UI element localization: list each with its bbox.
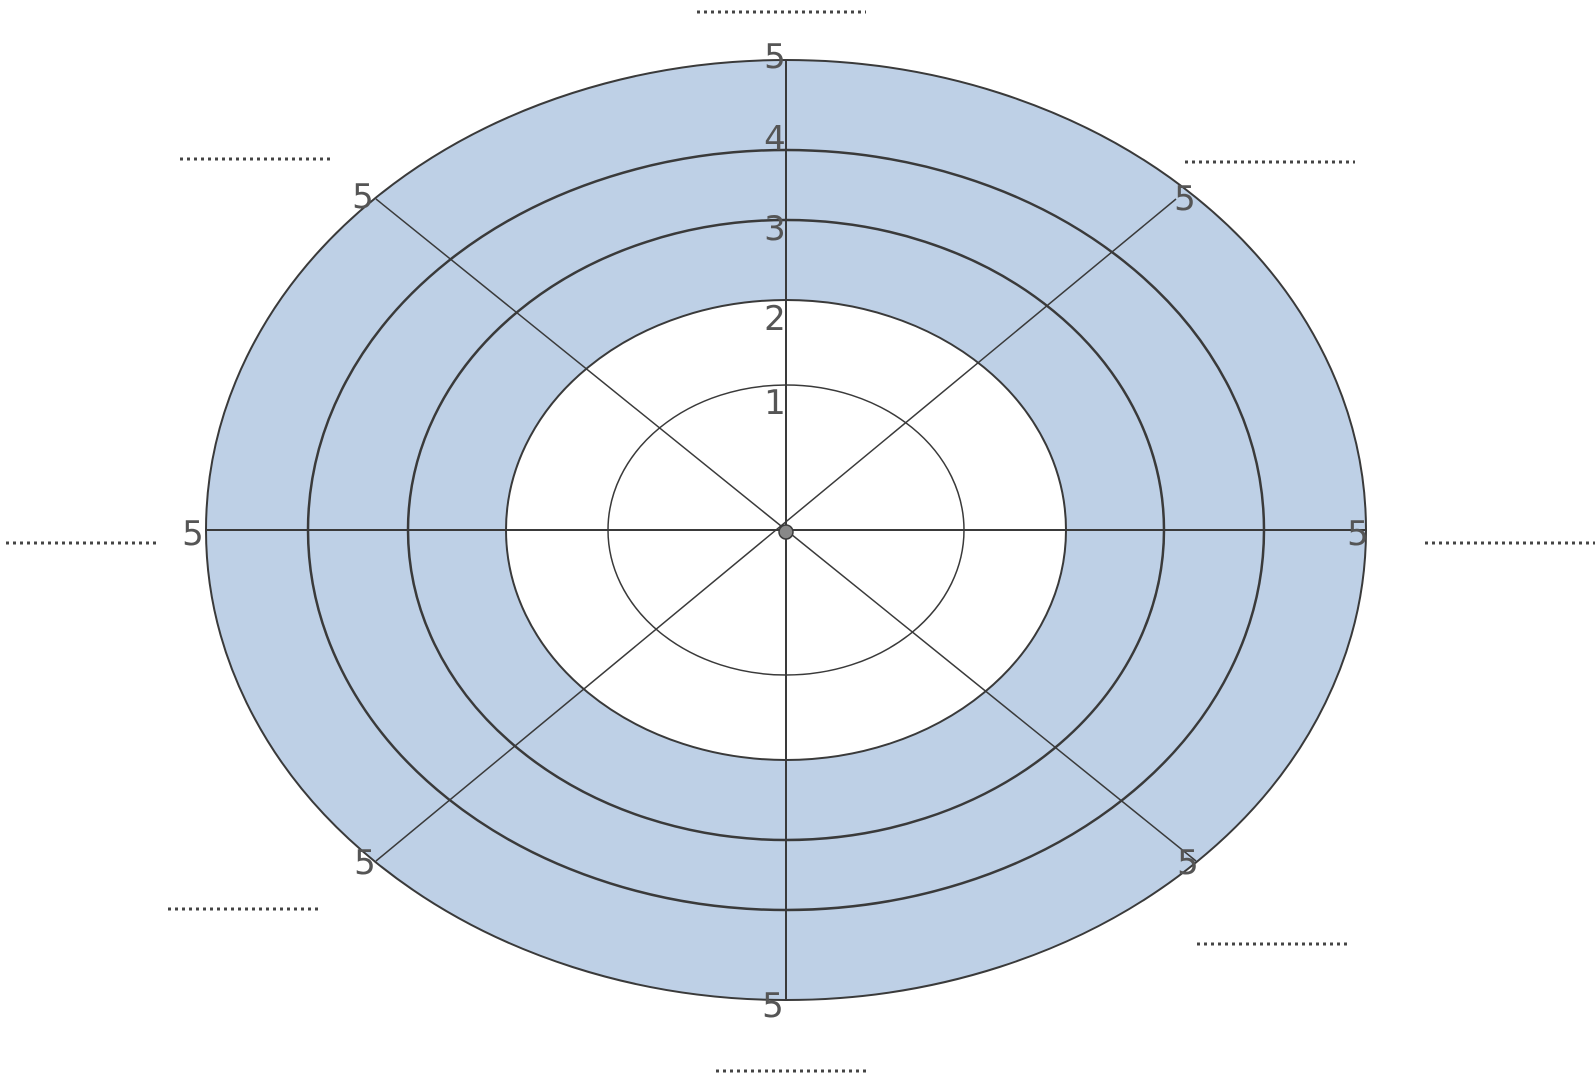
spoke-end-label-bottom-right: 5 [1177,843,1199,883]
spoke-end-label-top-left: 5 [352,177,374,217]
spoke-end-label-left: 5 [182,514,204,554]
spoke-end-label-top-right: 5 [1174,179,1196,219]
spoke-end-label-top: 5 [764,37,786,77]
ring-label-2: 2 [764,299,786,339]
spoke-diagonal-tr-bl [375,198,1177,862]
spoke-end-label-bottom-left: 5 [354,843,376,883]
ring-label-4: 4 [764,119,786,159]
spoke-end-label-right: 5 [1347,514,1369,554]
spoke-end-label-bottom: 5 [762,986,784,1026]
ring-label-3: 3 [764,209,786,249]
center-point [778,524,794,540]
ring-label-1: 1 [764,383,786,423]
